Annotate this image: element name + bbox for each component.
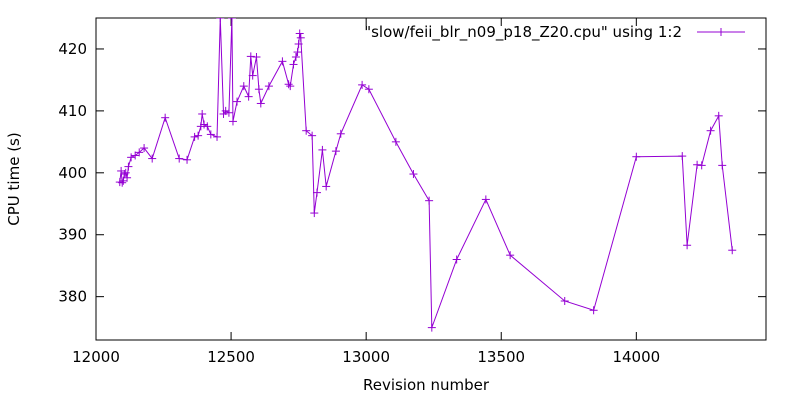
data-point xyxy=(291,53,300,62)
x-axis-label: Revision number xyxy=(363,376,490,394)
data-point xyxy=(284,80,293,89)
data-point xyxy=(127,153,136,162)
data-point xyxy=(233,97,242,106)
data-point xyxy=(289,60,298,69)
data-point xyxy=(121,168,130,177)
data-point xyxy=(161,113,170,122)
data-point xyxy=(331,147,340,156)
data-point xyxy=(391,137,400,146)
data-point xyxy=(131,151,140,160)
data-point xyxy=(118,178,127,187)
data-point xyxy=(221,106,230,115)
x-axis: 12000 12500 13000 13500 14000 xyxy=(72,18,660,366)
legend: "slow/feii_blr_n09_p18_Z20.cpu" using 1:… xyxy=(364,23,745,42)
data-point xyxy=(632,152,641,161)
plot-frame xyxy=(95,17,767,341)
data-point xyxy=(336,129,345,138)
data-point xyxy=(190,132,199,141)
data-point xyxy=(248,71,257,80)
data-point xyxy=(254,85,263,94)
x-tick-label: 14000 xyxy=(612,348,660,366)
y-tick-label: 410 xyxy=(58,102,87,120)
data-point xyxy=(140,144,149,153)
data-point xyxy=(286,82,295,91)
data-point xyxy=(206,130,215,139)
data-point xyxy=(308,131,317,140)
data-point xyxy=(295,29,304,38)
data-point xyxy=(683,241,692,250)
data-point xyxy=(224,108,233,117)
legend-marker xyxy=(717,28,725,36)
y-tick-label: 400 xyxy=(58,164,87,182)
x-tick-label: 13000 xyxy=(342,348,390,366)
data-point xyxy=(213,132,222,141)
data-point xyxy=(123,173,132,182)
data-point xyxy=(322,182,331,191)
data-point xyxy=(246,52,255,61)
data-point xyxy=(252,53,261,62)
data-point xyxy=(239,82,248,91)
data-point xyxy=(706,126,715,135)
y-tick-label: 390 xyxy=(58,226,87,244)
data-point xyxy=(718,161,727,170)
data-point xyxy=(296,33,305,42)
data-point xyxy=(728,246,737,255)
data-point xyxy=(714,111,723,120)
data-point xyxy=(227,18,236,22)
data-point xyxy=(364,85,373,94)
y-axis: 380 390 400 410 420 xyxy=(58,40,766,306)
data-point xyxy=(148,154,157,163)
data-point xyxy=(452,255,461,264)
data-point xyxy=(302,126,311,135)
data-point xyxy=(481,195,490,204)
data-point xyxy=(425,196,434,205)
data-point xyxy=(294,40,303,49)
data-point xyxy=(200,120,209,129)
x-tick-label: 12000 xyxy=(72,348,120,366)
data-point xyxy=(293,48,302,57)
y-axis-label: CPU time (s) xyxy=(5,132,23,225)
data-point xyxy=(506,251,515,260)
data-point xyxy=(312,188,321,197)
data-point xyxy=(124,162,133,171)
series-line xyxy=(119,18,733,328)
x-tick-label: 12500 xyxy=(207,348,255,366)
data-point xyxy=(693,160,702,169)
data-point xyxy=(175,154,184,163)
data-point xyxy=(228,117,237,126)
data-point xyxy=(358,80,367,89)
data-point xyxy=(194,131,203,140)
x-tick-label: 13500 xyxy=(477,348,525,366)
data-point xyxy=(318,145,327,154)
data-point xyxy=(264,82,273,91)
series-layer xyxy=(115,18,737,332)
data-point xyxy=(198,109,207,118)
data-point xyxy=(216,18,225,22)
data-point xyxy=(678,152,687,161)
data-point xyxy=(427,323,436,332)
data-point xyxy=(589,306,598,315)
legend-marker-plus xyxy=(717,28,725,36)
data-point xyxy=(203,122,212,131)
y-tick-label: 420 xyxy=(58,40,87,58)
data-point xyxy=(278,57,287,66)
data-point xyxy=(256,99,265,108)
data-point xyxy=(560,296,569,305)
y-tick-label: 380 xyxy=(58,288,87,306)
data-point xyxy=(244,92,253,101)
legend-label: "slow/feii_blr_n09_p18_Z20.cpu" using 1:… xyxy=(364,23,682,42)
data-point xyxy=(183,155,192,164)
data-point xyxy=(697,161,706,170)
data-point xyxy=(310,209,319,218)
data-point xyxy=(409,170,418,179)
data-point xyxy=(135,148,144,157)
